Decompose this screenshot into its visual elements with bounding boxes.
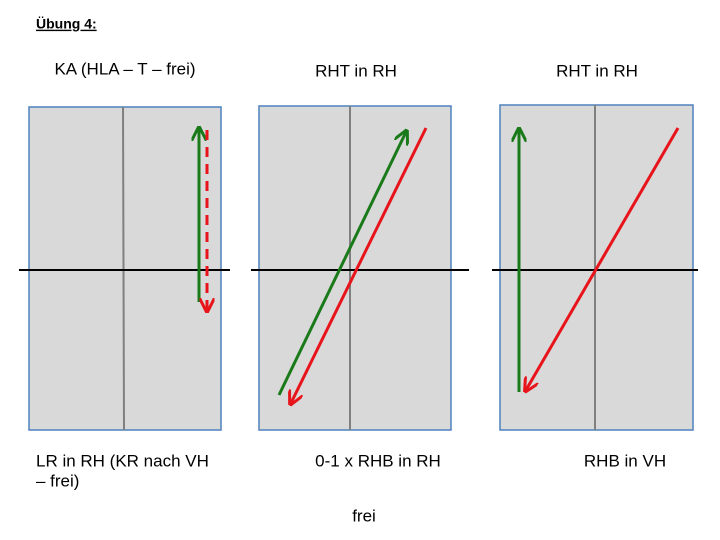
panel: RHT in RH RHB in VH [492,61,698,470]
panel-bottom-label: RHB in VH [584,451,666,470]
panel-bottom-label: – frei) [36,471,79,490]
slide-title: Übung 4: [36,16,97,32]
panel-top-label: RHT in RH [315,61,397,80]
panel-bottom-label: 0-1 x RHB in RH [315,451,441,470]
footer-label: frei [352,506,376,525]
vertical-axis [122,106,125,431]
panel-top-label: KA (HLA – T – frei) [54,59,195,78]
green-arrow [277,132,406,396]
panel: RHT in RH 0-1 x RHB in RH [251,61,469,470]
panel-bottom-label: LR in RH (KR nach VH [36,451,209,470]
panel-box [258,105,452,431]
red-arrow [291,127,428,403]
panel-box [28,106,222,431]
panel: KA (HLA – T – frei) LR in RH (KR nach VH… [19,59,230,490]
red-arrow [526,127,680,390]
panel-top-label: RHT in RH [556,61,638,80]
